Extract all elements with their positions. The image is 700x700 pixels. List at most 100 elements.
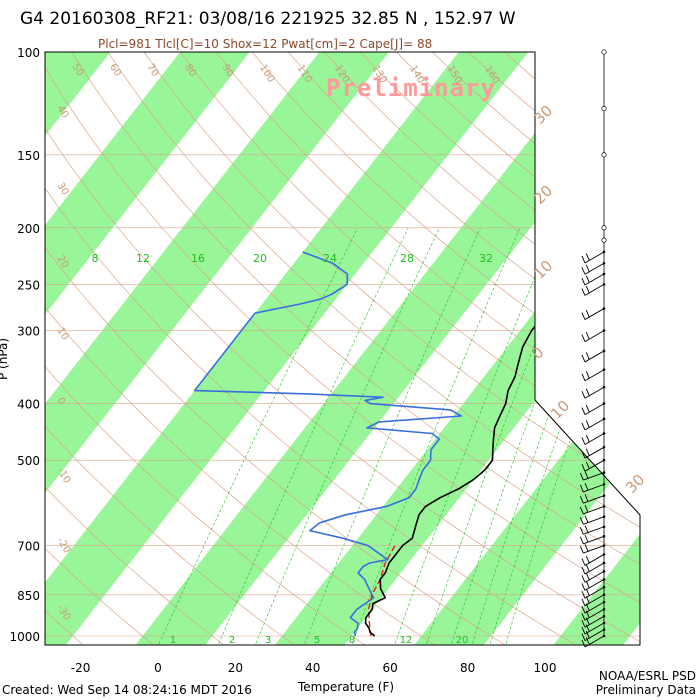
wind-barb-flag: [585, 448, 590, 456]
wind-level-dot: [602, 570, 606, 573]
wind-barb-flag: [585, 388, 590, 396]
dry-adiabat-line: [179, 52, 640, 645]
wind-barb-flag: [585, 461, 590, 469]
wind-level-dot: [602, 458, 606, 462]
wind-level-dot: [602, 445, 606, 449]
wind-barb-shaft: [583, 483, 605, 493]
wind-barb-shaft: [584, 386, 605, 399]
wind-barb-flag: [579, 506, 584, 515]
wind-barb-shaft: [584, 608, 605, 621]
theta-e-label: 30: [622, 471, 648, 497]
wind-level-dot: [602, 621, 606, 625]
wind-level-dot: [602, 553, 606, 556]
wind-barb-flag: [579, 472, 584, 481]
y-tick-label: 100: [17, 46, 40, 60]
plot-frame: [44, 51, 641, 646]
wind-barb-flag: [579, 527, 584, 535]
dry-adiabat-line: [251, 52, 640, 645]
wind-barb-flag: [581, 626, 586, 635]
wind-level-dot: [602, 432, 606, 435]
wind-level-dot: [602, 417, 606, 421]
dry-adiabat-label: 30: [54, 181, 70, 198]
isotherm-band: [690, 39, 700, 648]
wind-level-dot: [602, 607, 606, 611]
wind-barb-shaft: [584, 601, 605, 614]
wind-level-dot: [602, 544, 606, 547]
wind-barb-flag: [581, 633, 586, 641]
wind-barb-flag: [581, 598, 586, 606]
wind-barb-flag: [581, 613, 586, 621]
mixing-ratio-label-top: 24: [323, 252, 337, 265]
wind-level-dot: [602, 593, 606, 597]
dry-adiabat-line: [215, 52, 640, 645]
wind-barb-shaft: [583, 526, 605, 535]
wind-level-dot: [602, 250, 606, 254]
plot-area: 50 60 70 80 90 100 110 120 130 140 150 160403020100…: [45, 39, 700, 648]
created-timestamp: Created: Wed Sep 14 08:24:16 MDT 2016: [2, 683, 252, 697]
wind-barb-flag: [581, 583, 586, 591]
wind-level-dot: [602, 561, 606, 565]
x-tick-label: -20: [71, 661, 91, 675]
dewpoint-series: [193, 251, 462, 637]
wind-barb-shaft: [584, 308, 605, 320]
wind-barb-flag: [585, 564, 590, 572]
isotherm-band: [411, 52, 640, 645]
wind-barb-shaft: [583, 545, 605, 554]
mixing-ratio-label-bottom: 1: [170, 635, 176, 646]
y-tick-label: 500: [17, 454, 40, 468]
dry-adiabat-label: 60: [107, 62, 123, 79]
wind-barb-flag: [581, 354, 586, 363]
wind-level-dot: [602, 349, 606, 353]
dry-adiabat-line: [45, 52, 511, 645]
wind-level-dot: [602, 283, 606, 286]
wind-barb-shaft: [584, 459, 605, 472]
chart-title: G4 20160308_RF21: 03/08/16 221925 32.85 …: [20, 9, 516, 29]
wind-barb-shaft: [584, 635, 605, 648]
wind-barb-flag: [585, 264, 590, 272]
wind-barb-flag: [581, 464, 586, 472]
wind-barb-flag: [585, 331, 590, 340]
dry-adiabat-line: [45, 52, 441, 645]
watermark: Preliminary: [326, 74, 496, 102]
dry-adiabat-line: [45, 52, 370, 645]
wind-barb-flag: [585, 420, 590, 428]
wind-barb-flag: [585, 555, 590, 564]
mixing-ratio-line: [302, 227, 481, 645]
wind-barb-shaft: [584, 403, 605, 415]
mixing-ratio-label-top: 8: [92, 252, 99, 265]
wind-barb-flag: [585, 285, 590, 294]
wind-level-dot: [602, 368, 606, 372]
wind-barb-flag: [584, 544, 589, 552]
wind-barb-column: [579, 49, 607, 648]
wind-barb-flag: [581, 566, 586, 575]
x-tick-label: 60: [383, 661, 398, 675]
y-tick-label: 1000: [9, 630, 40, 644]
wind-barb-flag: [581, 437, 586, 445]
credit-line-1: NOAA/ESRL PSD: [599, 669, 696, 683]
wind-barb-flag: [581, 334, 586, 342]
wind-barb-shaft: [584, 570, 605, 583]
wind-barb-flag: [584, 483, 589, 491]
wind-level-dot: [602, 535, 606, 538]
wind-barb-flag: [579, 536, 584, 545]
mixing-ratio-label-top: 12: [136, 252, 150, 265]
y-tick-label: 250: [17, 278, 40, 292]
mixing-ratio-line: [156, 227, 359, 645]
wind-barb-flag: [585, 630, 590, 639]
mixing-ratio-line: [424, 227, 582, 645]
dry-adiabat-line: [143, 52, 640, 645]
wind-barb-flag: [584, 534, 589, 543]
parcel-series: [367, 545, 396, 637]
wind-barb-flag: [584, 525, 589, 533]
wind-level-dot: [602, 272, 606, 276]
mixing-ratio-line: [216, 227, 409, 645]
wind-level-dot: [602, 515, 606, 519]
wind-barb-flag: [584, 494, 589, 502]
wind-barb-shaft: [583, 535, 605, 545]
mixing-ratio-label-bottom: 12: [400, 635, 413, 646]
wind-barb-shaft: [584, 418, 605, 431]
wind-barb-shaft: [584, 594, 605, 607]
wind-barb-flag: [585, 588, 590, 596]
wind-calm-marker: [601, 237, 607, 243]
series-line-parcel: [367, 545, 396, 637]
